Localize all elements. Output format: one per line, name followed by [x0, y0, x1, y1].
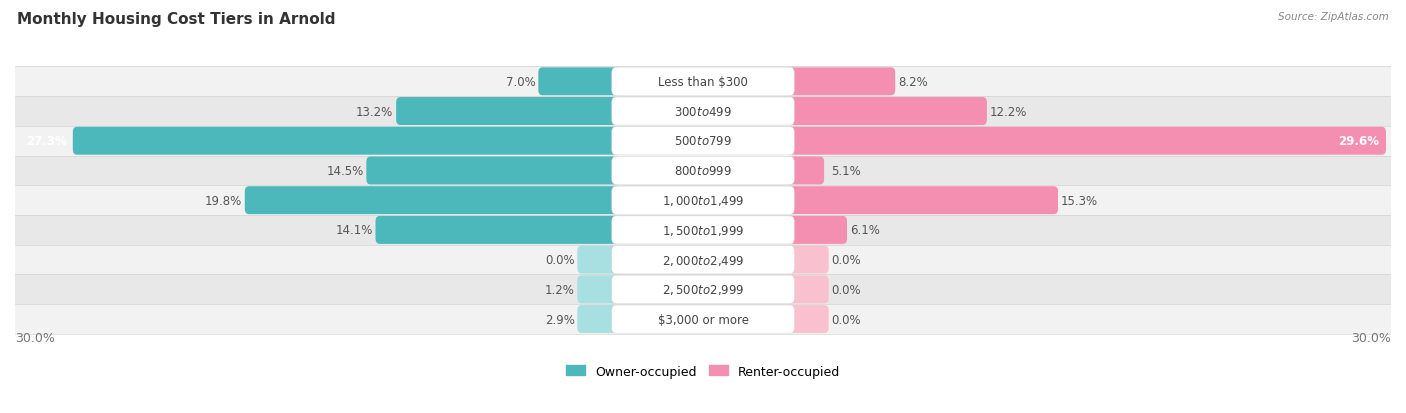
Text: $1,000 to $1,499: $1,000 to $1,499 [662, 194, 744, 208]
Text: 0.0%: 0.0% [831, 254, 860, 266]
Bar [15, 186, 1391, 216]
Text: 0.0%: 0.0% [831, 283, 860, 296]
Text: $2,000 to $2,499: $2,000 to $2,499 [662, 253, 744, 267]
FancyBboxPatch shape [786, 246, 828, 274]
Bar [15, 97, 1391, 126]
FancyBboxPatch shape [612, 128, 794, 155]
FancyBboxPatch shape [73, 128, 620, 155]
Text: Less than $300: Less than $300 [658, 76, 748, 88]
Bar [15, 304, 1391, 334]
Bar [15, 275, 1391, 304]
Text: 14.5%: 14.5% [326, 164, 364, 178]
Text: 27.3%: 27.3% [27, 135, 67, 148]
Text: 29.6%: 29.6% [1339, 135, 1379, 148]
Text: 8.2%: 8.2% [898, 76, 928, 88]
Text: 15.3%: 15.3% [1060, 194, 1098, 207]
Text: 2.9%: 2.9% [544, 313, 575, 326]
FancyBboxPatch shape [612, 98, 794, 126]
FancyBboxPatch shape [612, 305, 794, 333]
FancyBboxPatch shape [612, 157, 794, 185]
FancyBboxPatch shape [612, 276, 794, 304]
Bar [15, 216, 1391, 245]
Bar [15, 67, 1391, 97]
Text: 30.0%: 30.0% [1351, 331, 1391, 344]
Bar [15, 156, 1391, 186]
Text: $300 to $499: $300 to $499 [673, 105, 733, 118]
FancyBboxPatch shape [578, 305, 620, 333]
FancyBboxPatch shape [786, 276, 828, 304]
FancyBboxPatch shape [375, 216, 620, 244]
FancyBboxPatch shape [786, 68, 896, 96]
Text: 19.8%: 19.8% [205, 194, 242, 207]
Text: 13.2%: 13.2% [356, 105, 394, 118]
Text: 5.1%: 5.1% [831, 164, 862, 178]
FancyBboxPatch shape [786, 128, 1386, 155]
FancyBboxPatch shape [612, 187, 794, 215]
Legend: Owner-occupied, Renter-occupied: Owner-occupied, Renter-occupied [567, 365, 839, 377]
FancyBboxPatch shape [396, 98, 620, 126]
Bar [15, 126, 1391, 156]
FancyBboxPatch shape [786, 187, 1057, 215]
Text: 1.2%: 1.2% [544, 283, 575, 296]
FancyBboxPatch shape [538, 68, 620, 96]
FancyBboxPatch shape [578, 246, 620, 274]
Bar [15, 245, 1391, 275]
FancyBboxPatch shape [245, 187, 620, 215]
Text: Monthly Housing Cost Tiers in Arnold: Monthly Housing Cost Tiers in Arnold [17, 12, 336, 27]
FancyBboxPatch shape [612, 246, 794, 274]
FancyBboxPatch shape [786, 157, 824, 185]
Text: 12.2%: 12.2% [990, 105, 1026, 118]
FancyBboxPatch shape [612, 68, 794, 96]
FancyBboxPatch shape [786, 98, 987, 126]
FancyBboxPatch shape [578, 276, 620, 304]
Text: $500 to $799: $500 to $799 [673, 135, 733, 148]
Text: $3,000 or more: $3,000 or more [658, 313, 748, 326]
FancyBboxPatch shape [786, 216, 846, 244]
Text: 30.0%: 30.0% [15, 331, 55, 344]
Text: 6.1%: 6.1% [849, 224, 880, 237]
Text: 7.0%: 7.0% [506, 76, 536, 88]
Text: $800 to $999: $800 to $999 [673, 164, 733, 178]
Text: $1,500 to $1,999: $1,500 to $1,999 [662, 223, 744, 237]
Text: Source: ZipAtlas.com: Source: ZipAtlas.com [1278, 12, 1389, 22]
FancyBboxPatch shape [612, 216, 794, 244]
Text: 0.0%: 0.0% [546, 254, 575, 266]
FancyBboxPatch shape [786, 305, 828, 333]
Text: $2,500 to $2,999: $2,500 to $2,999 [662, 282, 744, 297]
Text: 0.0%: 0.0% [831, 313, 860, 326]
FancyBboxPatch shape [367, 157, 620, 185]
Text: 14.1%: 14.1% [336, 224, 373, 237]
